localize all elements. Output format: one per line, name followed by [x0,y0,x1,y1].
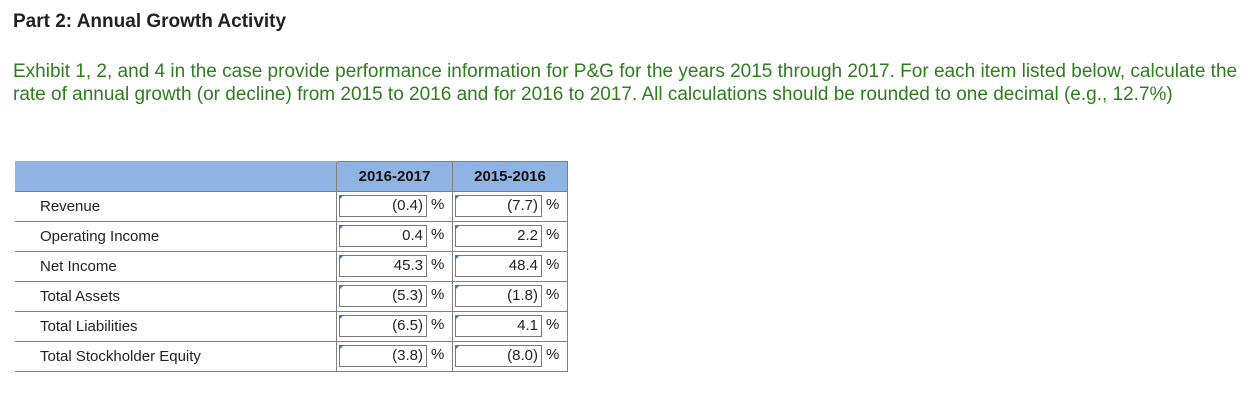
answer-cell: (0.4)% [336,191,453,222]
header-2015-2016: 2015-2016 [452,161,568,192]
answer-cell: 0.4% [336,221,453,252]
answer-cell: 2.2% [452,221,568,252]
answer-cell-wrapper: (5.3)% [337,282,452,311]
answer-input-2016-2017[interactable]: 45.3 [339,255,427,277]
percent-symbol: % [546,316,560,333]
answer-input-2015-2016[interactable]: (1.8) [455,285,542,307]
answer-cell: 4.1% [452,311,568,342]
row-label: Total Liabilities [15,311,337,342]
percent-symbol: % [546,226,560,243]
row-label: Operating Income [15,221,337,252]
answer-input-2016-2017[interactable]: (3.8) [339,345,427,367]
answer-cell-wrapper: 48.4% [453,252,567,281]
answer-input-2015-2016[interactable]: 4.1 [455,315,542,337]
percent-symbol: % [546,256,560,273]
table-body: Revenue (0.4)% (7.7)% Operating Income 0.4% 2… [15,191,568,372]
table-row: Operating Income 0.4% 2.2% [15,221,568,252]
answer-flag-icon [455,195,460,200]
row-label: Revenue [15,191,337,222]
answer-input-2016-2017[interactable]: (5.3) [339,285,427,307]
percent-symbol: % [431,256,445,273]
answer-cell-wrapper: (0.4)% [337,192,452,221]
answer-input-2015-2016[interactable]: 48.4 [455,255,542,277]
header-label-column [15,161,337,192]
answer-input-2015-2016[interactable]: 2.2 [455,225,542,247]
answer-cell: 48.4% [452,251,568,282]
answer-cell: (5.3)% [336,281,453,312]
answer-flag-icon [339,225,344,230]
row-label: Total Stockholder Equity [15,341,337,372]
part-title: Part 2: Annual Growth Activity [13,11,287,32]
answer-cell: (8.0)% [452,341,568,372]
table-row: Net Income 45.3% 48.4% [15,251,568,282]
percent-symbol: % [546,286,560,303]
answer-cell: (1.8)% [452,281,568,312]
answer-cell-wrapper: 0.4% [337,222,452,251]
answer-flag-icon [455,315,460,320]
answer-cell-wrapper: 4.1% [453,312,567,341]
percent-symbol: % [431,316,445,333]
instructions-text: Exhibit 1, 2, and 4 in the case provide … [13,61,1238,105]
answer-cell: 45.3% [336,251,453,282]
answer-cell-wrapper: 45.3% [337,252,452,281]
answer-flag-icon [339,255,344,260]
table-row: Total Liabilities (6.5)% 4.1% [15,311,568,342]
answer-input-2015-2016[interactable]: (7.7) [455,195,542,217]
answer-cell-wrapper: (1.8)% [453,282,567,311]
header-2016-2017: 2016-2017 [336,161,453,192]
answer-cell: (6.5)% [336,311,453,342]
percent-symbol: % [431,226,445,243]
percent-symbol: % [546,346,560,363]
table-row: Revenue (0.4)% (7.7)% [15,191,568,222]
row-label: Net Income [15,251,337,282]
table-row: Total Assets (5.3)% (1.8)% [15,281,568,312]
table-header-row: 2016-2017 2015-2016 [15,161,568,192]
answer-flag-icon [455,285,460,290]
answer-flag-icon [339,315,344,320]
answer-cell-wrapper: (6.5)% [337,312,452,341]
answer-cell: (3.8)% [336,341,453,372]
percent-symbol: % [546,196,560,213]
answer-flag-icon [339,345,344,350]
growth-table: 2016-2017 2015-2016 Revenue (0.4)% (7.7)% O… [15,161,568,372]
answer-cell-wrapper: (8.0)% [453,342,567,371]
answer-flag-icon [339,285,344,290]
answer-flag-icon [455,345,460,350]
row-label: Total Assets [15,281,337,312]
answer-input-2015-2016[interactable]: (8.0) [455,345,542,367]
percent-symbol: % [431,346,445,363]
answer-flag-icon [339,195,344,200]
table-row: Total Stockholder Equity (3.8)% (8.0)% [15,341,568,372]
percent-symbol: % [431,286,445,303]
answer-cell: (7.7)% [452,191,568,222]
answer-cell-wrapper: (3.8)% [337,342,452,371]
answer-flag-icon [455,225,460,230]
answer-cell-wrapper: 2.2% [453,222,567,251]
answer-input-2016-2017[interactable]: 0.4 [339,225,427,247]
answer-input-2016-2017[interactable]: (6.5) [339,315,427,337]
answer-flag-icon [455,255,460,260]
percent-symbol: % [431,196,445,213]
answer-cell-wrapper: (7.7)% [453,192,567,221]
answer-input-2016-2017[interactable]: (0.4) [339,195,427,217]
